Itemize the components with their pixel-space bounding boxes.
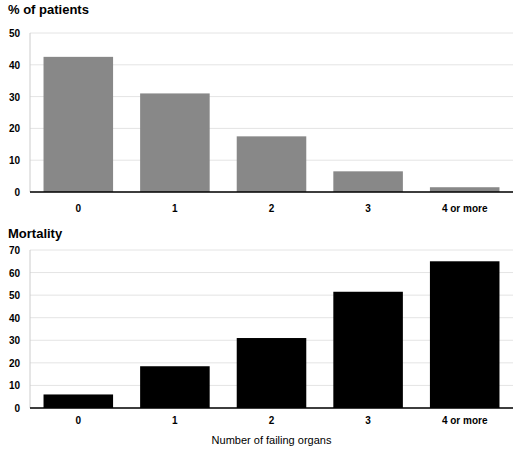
bar (140, 366, 210, 408)
x-axis-label: Number of failing organs (212, 434, 332, 446)
y-tick-label: 20 (9, 123, 21, 134)
grid-line (30, 250, 513, 251)
y-tick-label: 60 (9, 268, 21, 279)
x-tick-label: 2 (269, 203, 275, 214)
grid-line (30, 192, 513, 193)
chart-title: % of patients (8, 2, 89, 17)
x-tick-label: 1 (172, 203, 178, 214)
bar (430, 261, 500, 408)
y-tick-label: 40 (9, 60, 21, 71)
x-tick-label: 3 (365, 415, 371, 426)
y-axis (30, 33, 31, 192)
bar (44, 57, 114, 192)
y-tick-label: 30 (9, 92, 21, 103)
chart-canvas: % of patients0102030405001234 or moreMor… (0, 0, 518, 455)
bar (333, 292, 403, 408)
y-tick-label: 50 (9, 290, 21, 301)
y-tick-label: 0 (14, 403, 20, 414)
x-axis (30, 407, 513, 409)
grid-line (30, 33, 513, 34)
x-tick-label: 0 (76, 415, 82, 426)
x-tick-label: 0 (76, 203, 82, 214)
chart-title: Mortality (8, 226, 63, 241)
bar (237, 136, 307, 192)
y-tick-label: 50 (9, 28, 21, 39)
y-axis (30, 250, 31, 408)
y-tick-label: 0 (14, 187, 20, 198)
y-tick-label: 40 (9, 313, 21, 324)
x-tick-label: 2 (269, 415, 275, 426)
bar (237, 338, 307, 408)
y-tick-label: 30 (9, 335, 21, 346)
x-tick-label: 1 (172, 415, 178, 426)
y-tick-label: 10 (9, 380, 21, 391)
x-tick-label: 3 (365, 203, 371, 214)
grid-line (30, 408, 513, 409)
x-tick-label: 4 or more (442, 415, 488, 426)
bars (44, 261, 500, 408)
bar (333, 171, 403, 192)
bars (44, 57, 500, 192)
x-tick-label: 4 or more (442, 203, 488, 214)
y-tick-label: 70 (9, 245, 21, 256)
x-axis (30, 191, 513, 193)
bar (140, 93, 210, 192)
bar (44, 394, 114, 408)
y-tick-label: 10 (9, 155, 21, 166)
y-tick-label: 20 (9, 358, 21, 369)
